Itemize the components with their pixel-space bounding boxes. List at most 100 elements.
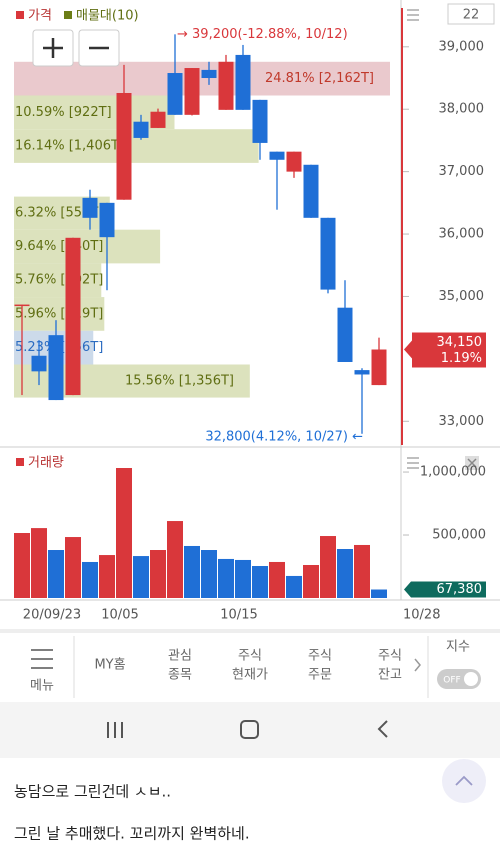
volume-profile-label: 5.76% [502T]: [15, 273, 103, 288]
post-text: 그린 날 추매했다. 꼬리까지 완벽하네.: [14, 825, 250, 843]
x-tick-label: 20/09/23: [23, 608, 81, 623]
candle-body: [65, 237, 81, 396]
nav-label[interactable]: 주식: [238, 649, 262, 664]
volume-tag: [404, 581, 486, 598]
nav-label[interactable]: 메뉴: [30, 679, 54, 694]
volume-bar: [48, 550, 64, 598]
volume-profile-bar: [14, 61, 390, 96]
toggle-label: OFF: [443, 676, 460, 686]
price-tag-change: 1.19%: [441, 351, 482, 366]
legend-label: 매물대(10): [76, 9, 139, 24]
y-tick-label: 37,000: [439, 164, 485, 179]
menu-icon[interactable]: [31, 649, 53, 669]
candle-body: [184, 68, 200, 115]
volume-bar: [252, 566, 268, 598]
volume-bar: [99, 555, 115, 598]
zoom-in[interactable]: [32, 29, 74, 67]
volume-bar: [31, 528, 47, 598]
volume-profile-label: 9.64% [840T]: [15, 239, 103, 254]
x-tick-label: 10/28: [403, 608, 440, 623]
candle-body: [269, 151, 285, 160]
volume-bar: [82, 561, 98, 598]
nav-label[interactable]: 주문: [308, 668, 332, 683]
scroll-top[interactable]: [442, 759, 486, 803]
volume-bar: [354, 544, 370, 598]
zoom-out[interactable]: [78, 29, 120, 67]
volume-bar: [286, 575, 302, 598]
legend-swatch: [64, 11, 72, 19]
nav-more[interactable]: [414, 658, 421, 672]
nav-label[interactable]: 주식: [308, 649, 332, 664]
nav-label[interactable]: MY홈: [94, 658, 125, 673]
candle-body: [286, 151, 302, 172]
volume-profile-label: 16.14% [1,406T]: [15, 139, 124, 154]
candle-body: [116, 92, 132, 200]
candle-body: [99, 202, 115, 238]
volume-bar: [150, 550, 166, 598]
volume-bar: [303, 564, 319, 598]
candle-body: [303, 164, 319, 218]
candle-body: [48, 335, 64, 401]
x-tick-label: 10/05: [101, 608, 138, 623]
candle-body: [252, 99, 268, 143]
volume-profile-label: 10.59% [922T]: [15, 105, 112, 120]
back-button[interactable]: [377, 720, 388, 738]
candle-body: [133, 121, 149, 138]
volume-bar: [337, 549, 353, 598]
nav-label[interactable]: 주식: [378, 649, 402, 664]
candle-body: [320, 217, 336, 290]
price-tag: [404, 332, 486, 368]
volume-bar: [116, 468, 132, 598]
settings-icon[interactable]: [407, 457, 419, 469]
candle-body: [167, 73, 183, 115]
candle-body: [14, 304, 30, 307]
nav-label[interactable]: 잔고: [378, 668, 402, 683]
y-tick-label: 36,000: [439, 227, 485, 242]
candle-body: [150, 111, 166, 128]
recents-button[interactable]: [107, 722, 123, 738]
nav-label[interactable]: 종목: [168, 668, 192, 683]
candle-body: [218, 61, 234, 110]
annotation: → 39,200(-12.88%, 10/12): [177, 27, 348, 42]
close-icon[interactable]: [465, 456, 479, 470]
volume-bar: [65, 537, 81, 598]
volume-bar: [235, 559, 251, 598]
scroll-top-icon: [455, 775, 473, 786]
volume-profile-bar: [14, 263, 102, 298]
period-box[interactable]: [447, 3, 495, 25]
post-text: 농담으로 그린건데 ㅅㅂ..: [14, 783, 171, 801]
volume-profile-label: 24.81% [2,162T]: [265, 71, 374, 86]
legend-swatch: [16, 458, 24, 466]
legend-swatch: [16, 11, 24, 19]
system-nav: [0, 702, 500, 758]
nav-label[interactable]: 현재가: [232, 668, 268, 683]
index-label: 지수: [446, 640, 470, 655]
volume-bar: [184, 545, 200, 598]
home-button[interactable]: [240, 720, 259, 739]
volume-bar: [371, 589, 387, 598]
y-tick-label: 33,000: [439, 414, 485, 429]
volume-profile-label: 5.96% [519T]: [15, 306, 103, 321]
y-tick-label: 39,000: [439, 39, 485, 54]
y-tick-label: 35,000: [439, 289, 485, 304]
candle-body: [235, 54, 251, 110]
toggle-knob: [464, 672, 478, 686]
annotation: 32,800(4.12%, 10/27) ←: [205, 429, 363, 444]
legend-label: 거래량: [28, 456, 64, 471]
volume-profile-bar: [14, 229, 161, 264]
volume-bar: [269, 561, 285, 598]
nav-label[interactable]: 관심: [168, 649, 192, 664]
y-tick-label: 1,000,000: [420, 465, 486, 480]
volume-bar: [320, 536, 336, 598]
candle-body: [371, 349, 387, 386]
volume-bar: [14, 533, 30, 598]
volume-tag-value: 67,380: [437, 582, 483, 597]
volume-bar: [133, 556, 149, 598]
settings-icon[interactable]: [407, 9, 419, 21]
y-tick-label: 38,000: [439, 102, 485, 117]
period-label: 22: [463, 8, 480, 23]
y-tick-label: 500,000: [432, 528, 486, 543]
price-tag-value: 34,150: [437, 335, 483, 350]
